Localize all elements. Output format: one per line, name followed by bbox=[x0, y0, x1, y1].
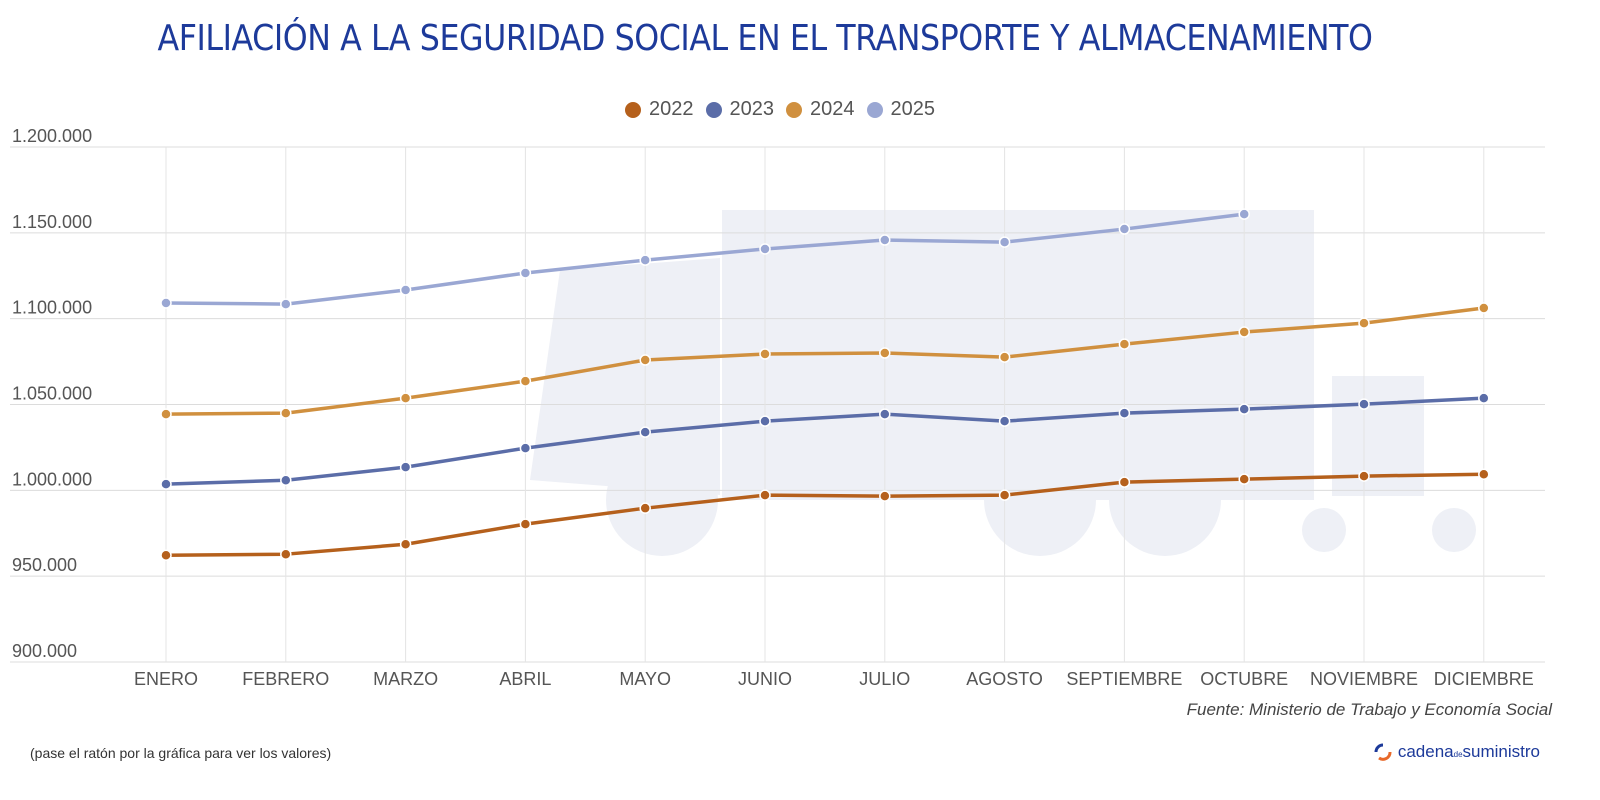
legend-label: 2023 bbox=[729, 98, 775, 120]
legend-item-2023[interactable]: 2023 bbox=[705, 98, 775, 121]
data-point-2024[interactable] bbox=[519, 375, 532, 387]
data-point-2023[interactable] bbox=[1118, 407, 1131, 419]
x-tick-label: MAYO bbox=[619, 669, 671, 689]
data-point-2022[interactable] bbox=[639, 502, 651, 514]
data-point-2023[interactable] bbox=[280, 474, 292, 486]
x-tick-label: OCTUBRE bbox=[1200, 669, 1288, 689]
data-point-2022[interactable] bbox=[879, 490, 891, 502]
x-tick-label: JULIO bbox=[859, 669, 910, 689]
chart-title: AFILIACIÓN A LA SEGURIDAD SOCIAL EN EL T… bbox=[157, 18, 1373, 59]
data-point-2023[interactable] bbox=[1478, 392, 1490, 404]
logo-icon bbox=[1374, 743, 1392, 761]
data-point-2025[interactable] bbox=[998, 236, 1011, 248]
hover-hint: (pase el ratón por la gráfica para ver l… bbox=[30, 745, 332, 761]
data-point-2024[interactable] bbox=[1118, 338, 1131, 350]
legend-item-2022[interactable]: 2022 bbox=[625, 98, 694, 121]
data-point-2023[interactable] bbox=[998, 415, 1011, 427]
legend-label: 2025 bbox=[890, 98, 936, 120]
data-point-2022[interactable] bbox=[998, 489, 1011, 501]
x-tick-label: AGOSTO bbox=[966, 669, 1043, 689]
data-point-2022[interactable] bbox=[1238, 473, 1250, 485]
data-point-2024[interactable] bbox=[759, 348, 771, 360]
legend: 2022 2023 2024 2025 bbox=[0, 98, 1560, 121]
data-point-2025[interactable] bbox=[879, 234, 891, 246]
data-point-2024[interactable] bbox=[639, 354, 651, 366]
y-tick-label: 1.050.000 bbox=[12, 384, 92, 404]
y-tick-label: 1.000.000 bbox=[12, 469, 92, 489]
data-point-2022[interactable] bbox=[519, 518, 532, 530]
legend-marker bbox=[786, 101, 802, 118]
data-point-2023[interactable] bbox=[519, 442, 532, 454]
brand-logo: cadenadesuministro bbox=[1374, 742, 1540, 762]
legend-marker bbox=[705, 101, 722, 118]
data-point-2024[interactable] bbox=[399, 392, 412, 404]
legend-label: 2024 bbox=[810, 98, 855, 120]
legend-item-2025[interactable]: 2025 bbox=[866, 98, 936, 121]
data-point-2024[interactable] bbox=[1478, 302, 1490, 314]
data-point-2025[interactable] bbox=[280, 298, 292, 310]
data-point-2024[interactable] bbox=[160, 408, 172, 420]
series-line-2024 bbox=[165, 306, 1485, 416]
data-point-2025[interactable] bbox=[160, 297, 172, 309]
logo-text-1: cadena bbox=[1397, 742, 1454, 761]
series-line-2023 bbox=[165, 396, 1484, 486]
data-point-2023[interactable] bbox=[160, 478, 172, 490]
logo-text-3: suministro bbox=[1462, 742, 1540, 761]
data-point-2024[interactable] bbox=[879, 347, 891, 359]
data-point-2022[interactable] bbox=[1358, 470, 1370, 482]
data-point-2025[interactable] bbox=[519, 267, 532, 279]
x-tick-label: MARZO bbox=[373, 669, 438, 689]
legend-item-2024[interactable]: 2024 bbox=[786, 98, 855, 121]
data-point-2023[interactable] bbox=[759, 415, 771, 427]
data-point-2024[interactable] bbox=[1238, 326, 1250, 338]
data-point-2023[interactable] bbox=[879, 408, 891, 420]
x-tick-label: SEPTIEMBRE bbox=[1066, 669, 1182, 689]
x-tick-label: NOVIEMBRE bbox=[1310, 669, 1418, 689]
data-point-2024[interactable] bbox=[280, 407, 292, 419]
data-point-2024[interactable] bbox=[998, 351, 1011, 363]
data-point-2022[interactable] bbox=[160, 549, 172, 561]
data-point-2022[interactable] bbox=[1478, 468, 1490, 480]
y-tick-label: 950.000 bbox=[12, 555, 77, 575]
data-point-2023[interactable] bbox=[399, 461, 412, 473]
data-point-2025[interactable] bbox=[639, 254, 651, 266]
data-point-2024[interactable] bbox=[1358, 317, 1370, 329]
y-tick-label: 1.200.000 bbox=[12, 126, 92, 146]
y-tick-label: 1.100.000 bbox=[12, 298, 92, 318]
legend-marker bbox=[625, 101, 641, 118]
data-point-2023[interactable] bbox=[1238, 403, 1250, 415]
x-tick-label: JUNIO bbox=[738, 669, 792, 689]
data-point-2022[interactable] bbox=[759, 489, 771, 501]
data-point-2023[interactable] bbox=[639, 426, 651, 438]
series-line-2022 bbox=[165, 472, 1484, 557]
data-point-2025[interactable] bbox=[759, 243, 771, 255]
data-point-2023[interactable] bbox=[1358, 398, 1370, 410]
data-point-2022[interactable] bbox=[1118, 476, 1131, 488]
series-line-2025 bbox=[165, 212, 1245, 306]
x-tick-label: FEBRERO bbox=[242, 669, 329, 689]
data-point-2025[interactable] bbox=[1118, 223, 1131, 235]
data-point-2022[interactable] bbox=[399, 538, 412, 550]
data-point-2025[interactable] bbox=[399, 284, 412, 296]
legend-label: 2022 bbox=[649, 98, 694, 120]
source-note: Fuente: Ministerio de Trabajo y Economía… bbox=[1186, 700, 1552, 719]
y-tick-label: 900.000 bbox=[12, 641, 77, 661]
legend-marker bbox=[866, 101, 883, 118]
data-point-2025[interactable] bbox=[1238, 208, 1250, 220]
y-tick-label: 1.150.000 bbox=[12, 212, 92, 232]
logo-text-2: de bbox=[1453, 750, 1463, 759]
data-point-2022[interactable] bbox=[280, 548, 292, 560]
x-tick-label: DICIEMBRE bbox=[1434, 669, 1534, 689]
x-tick-label: ABRIL bbox=[499, 669, 551, 689]
x-tick-label: ENERO bbox=[134, 669, 198, 689]
